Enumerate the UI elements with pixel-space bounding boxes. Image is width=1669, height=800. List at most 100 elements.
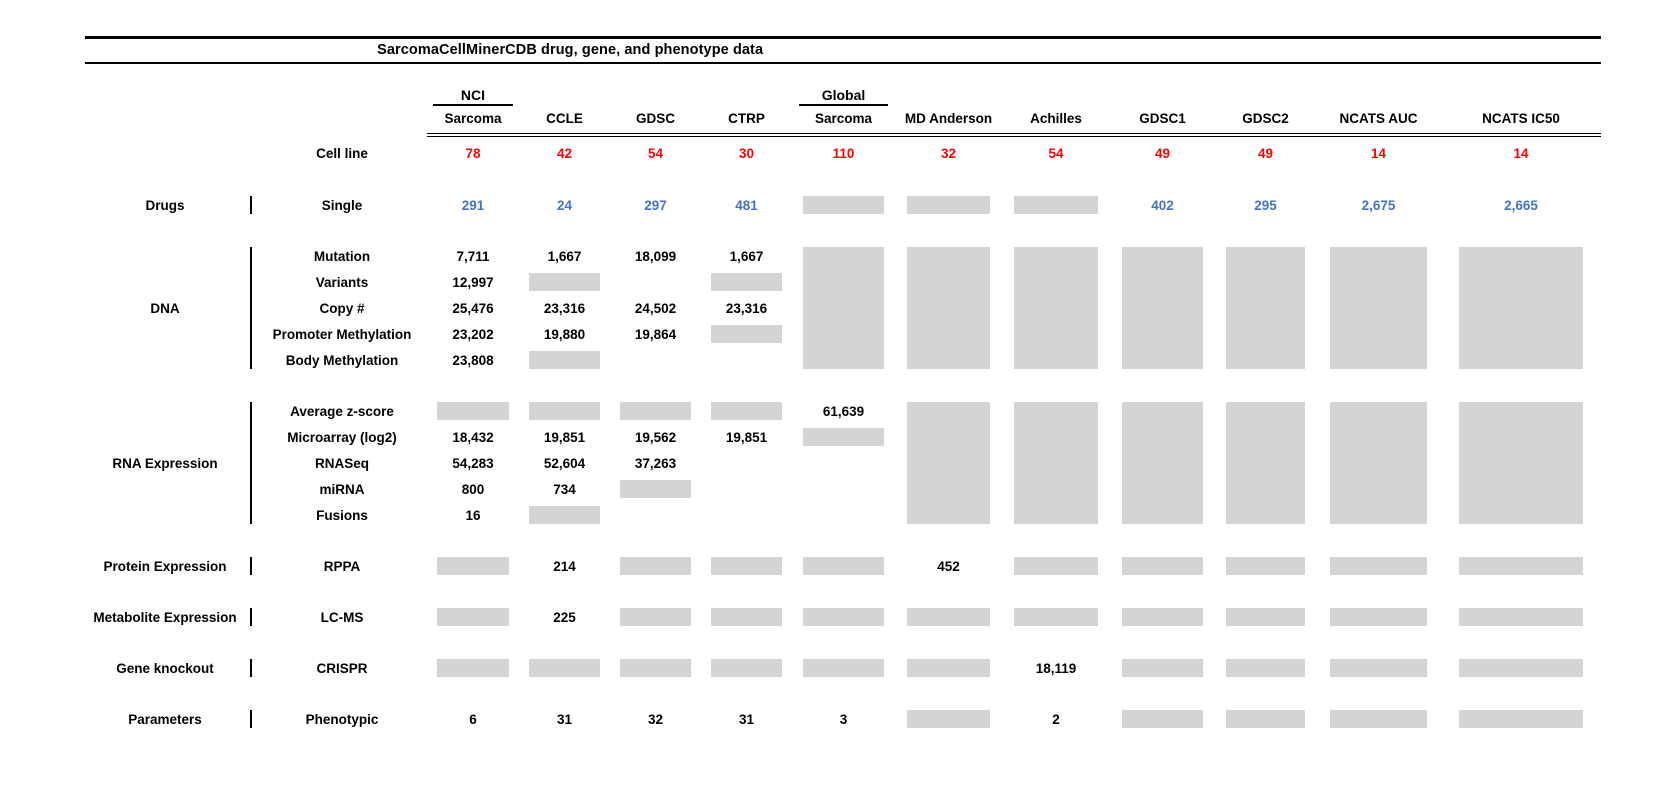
data-cell <box>1002 604 1110 630</box>
row-label-body-methylation: Body Methylation <box>285 352 399 368</box>
data-cell: 481 <box>735 197 758 213</box>
data-cell <box>1441 655 1601 681</box>
section-protein-expression: Protein Expression RPPA 214 452 <box>85 553 1601 579</box>
data-cell <box>701 553 792 579</box>
data-cell <box>701 476 792 502</box>
data-cell <box>610 476 701 502</box>
group-separator-cell <box>245 243 257 373</box>
data-cell <box>610 604 701 630</box>
data-cell: 214 <box>553 558 576 574</box>
missing-data-box <box>803 557 884 575</box>
missing-data-block <box>803 247 884 369</box>
column-header-top-sarcoma: NCI <box>427 84 519 106</box>
table-row: Promoter Methylation 23,202 19,880 19,864 <box>85 321 1601 347</box>
cell-line-count-sarcoma: 78 <box>465 145 481 161</box>
missing-data-block <box>1329 402 1428 524</box>
data-cell: 19,851 <box>543 429 586 445</box>
section-rna-expression: RNA Expression Average z-score 61,639 Micro… <box>85 398 1601 528</box>
data-cell <box>792 243 895 373</box>
data-cell: 23,202 <box>452 326 494 342</box>
missing-data-box <box>529 273 600 291</box>
group-separator-cell <box>245 553 257 579</box>
data-cell: 19,864 <box>634 326 677 342</box>
row-label-promoter-methylation: Promoter Methylation <box>272 326 412 342</box>
missing-data-box <box>1121 557 1204 575</box>
header-table: NCI Global Sarcoma CCLE GDSC CTRP Sarcoma MD An… <box>85 84 1601 166</box>
missing-data-box <box>437 608 509 626</box>
data-cell: 225 <box>553 609 576 625</box>
data-cell: 2,675 <box>1361 197 1396 213</box>
missing-data-block <box>1458 247 1584 369</box>
header-rule-cell <box>427 130 1601 140</box>
data-cell <box>610 398 701 424</box>
data-cell <box>610 553 701 579</box>
table-row: miRNA 800 734 <box>85 476 1601 502</box>
column-header-top-gdsc <box>610 84 701 106</box>
group-separator-line <box>250 557 252 575</box>
missing-data-box <box>1458 557 1584 575</box>
missing-data-box <box>1458 710 1584 728</box>
data-cell: 402 <box>1151 197 1174 213</box>
missing-data-box <box>1329 557 1428 575</box>
data-cell <box>427 553 519 579</box>
table-row: Copy # 25,476 23,316 24,502 23,316 <box>85 295 1601 321</box>
row-label-single: Single <box>321 197 363 213</box>
data-cell: 37,263 <box>634 455 677 471</box>
row-label-rppa: RPPA <box>323 558 361 574</box>
row-label-copy-: Copy # <box>319 300 365 316</box>
data-cell <box>701 347 792 373</box>
missing-data-box <box>906 608 991 626</box>
data-cell <box>1441 243 1601 373</box>
column-header-ncats-ic50: NCATS IC50 <box>1482 110 1560 126</box>
data-cell: 734 <box>553 481 576 497</box>
data-cell <box>1215 553 1316 579</box>
column-header-top-md-anderson <box>895 84 1002 106</box>
section-gene-knockout: Gene knockout CRISPR 18,119 <box>85 655 1601 681</box>
row-label-variants: Variants <box>315 274 369 290</box>
data-cell <box>1441 553 1601 579</box>
row-label-lc-ms: LC-MS <box>320 609 364 625</box>
data-cell <box>519 398 610 424</box>
section-parameters: Parameters Phenotypic 6 31 32 31 3 2 <box>85 706 1601 732</box>
missing-data-box <box>711 608 782 626</box>
spacer-cell <box>85 106 427 130</box>
missing-data-box <box>1121 710 1204 728</box>
data-cell <box>1110 243 1215 373</box>
missing-data-block <box>1013 402 1099 524</box>
data-cell <box>1002 192 1110 218</box>
missing-data-box <box>529 402 600 420</box>
data-cell <box>792 192 895 218</box>
table-row: RNA Expression Average z-score 61,639 <box>85 398 1601 524</box>
data-cell <box>1110 553 1215 579</box>
missing-data-box <box>1013 608 1099 626</box>
data-cell: 16 <box>465 507 481 523</box>
data-cell <box>1441 398 1601 528</box>
data-cell <box>895 192 1002 218</box>
data-cell: 24 <box>556 197 573 213</box>
cell-line-count-gdsc2: 49 <box>1257 145 1274 161</box>
column-header-ncats-auc: NCATS AUC <box>1339 110 1418 126</box>
column-header-achilles: Achilles <box>1030 110 1082 126</box>
missing-data-box <box>620 557 691 575</box>
data-availability-table: NCI Global Sarcoma CCLE GDSC CTRP Sarcoma MD An… <box>0 84 1669 732</box>
section-dna: DNA Mutation 7,711 1,667 18,099 1,667 Variants… <box>85 243 1601 373</box>
missing-data-box <box>529 659 600 677</box>
missing-data-box <box>803 196 884 214</box>
data-cell: 19,880 <box>543 326 586 342</box>
column-header-top-achilles <box>1002 84 1110 106</box>
data-cell <box>1110 604 1215 630</box>
data-cell: 18,432 <box>452 429 494 445</box>
data-cell <box>610 347 701 373</box>
data-cell <box>792 424 895 450</box>
missing-data-box <box>711 325 782 343</box>
group-label-rna-expression: RNA Expression <box>112 455 218 471</box>
data-cell: 23,316 <box>543 300 586 316</box>
data-cell: 52,604 <box>543 455 586 471</box>
row-label-average-z-score: Average z-score <box>290 403 394 419</box>
data-cell <box>1441 604 1601 630</box>
row-label-microarray-log2-: Microarray (log2) <box>287 429 397 445</box>
data-cell <box>792 553 895 579</box>
missing-data-box <box>711 557 782 575</box>
table-row: Variants 12,997 <box>85 269 1601 295</box>
data-cell: 23,316 <box>725 300 768 316</box>
